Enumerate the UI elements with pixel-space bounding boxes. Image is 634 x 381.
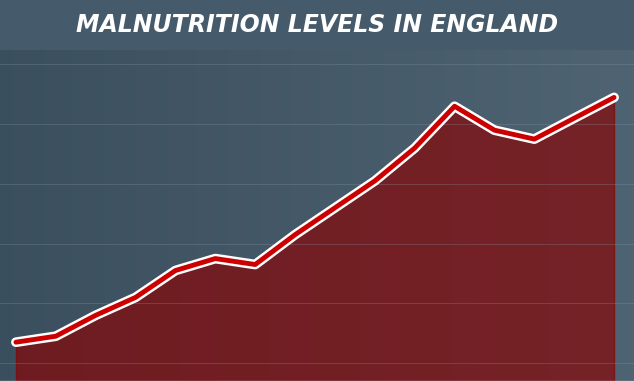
Text: MALNUTRITION LEVELS IN ENGLAND: MALNUTRITION LEVELS IN ENGLAND bbox=[76, 13, 558, 37]
